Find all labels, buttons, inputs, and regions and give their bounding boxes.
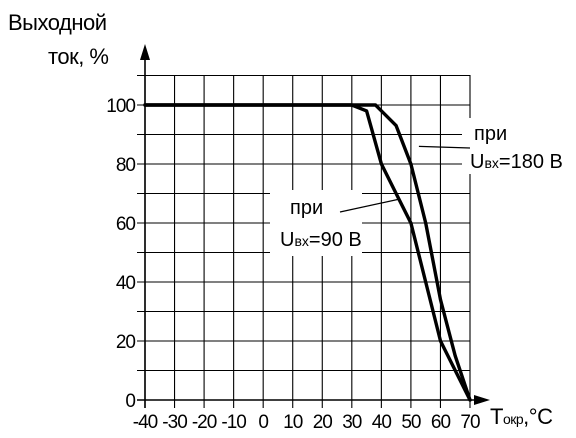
annotation-90v-sub: вх <box>294 233 308 249</box>
x-axis-title: Tокр,°C <box>490 404 553 429</box>
x-tick-label: -20 <box>192 412 217 433</box>
y-tick-label: 80 <box>116 155 136 176</box>
x-tick-label: -10 <box>221 412 246 433</box>
x-axis-title-main: T <box>490 404 503 429</box>
axes: 0 20 40 60 80 100 -40 -30 -20 -10 0 10 20 30 40 50 60 70 <box>106 44 490 433</box>
annotation-180v-line2: Uвх=180 В <box>470 151 563 173</box>
series-lines <box>143 103 472 402</box>
annotation-180v-sub: вх <box>484 155 498 171</box>
y-tick-label: 20 <box>116 332 136 353</box>
y-tick-label: 60 <box>116 214 136 235</box>
annotation-90v-line1: при <box>290 197 323 219</box>
x-tick-label: 0 <box>258 412 268 433</box>
series-line-90v <box>143 103 472 402</box>
annotation-90v-line2: Uвх=90 В <box>280 229 362 251</box>
x-axis-arrow <box>474 395 490 405</box>
x-tick-label: 10 <box>283 412 303 433</box>
annotation-90v-u: U <box>280 229 294 251</box>
annotation-90v-tail: =90 В <box>309 229 362 251</box>
annotation-180v-u: U <box>470 151 484 173</box>
y-tick-label: 0 <box>125 391 135 412</box>
x-tick-label: 30 <box>342 412 362 433</box>
annotation-90v-bg <box>270 190 362 256</box>
y-axis-title-line2: ток, % <box>48 44 108 69</box>
annotation-180v-line1: при <box>474 123 507 145</box>
annotation-180v-tail: =180 В <box>499 151 563 173</box>
annotation-180v-bg <box>462 118 574 174</box>
y-tick-label: 40 <box>116 273 136 294</box>
x-tick-label: 70 <box>460 412 480 433</box>
x-tick-label: 20 <box>313 412 333 433</box>
x-tick-label: 50 <box>401 412 421 433</box>
x-tick-label: -40 <box>133 412 158 433</box>
y-axis-arrow <box>140 44 150 60</box>
x-tick-label: -30 <box>162 412 187 433</box>
x-tick-label: 60 <box>431 412 451 433</box>
x-axis-title-unit: ,°C <box>523 404 553 429</box>
annotation-90v-leader <box>339 198 399 213</box>
series-line-180v <box>143 103 472 402</box>
annotation-180v-leader <box>418 145 471 149</box>
y-tick-label: 100 <box>106 96 135 117</box>
x-axis-title-sub: окр <box>503 411 524 427</box>
y-axis-title-line1: Выходной <box>8 10 107 35</box>
x-tick-label: 40 <box>372 412 392 433</box>
